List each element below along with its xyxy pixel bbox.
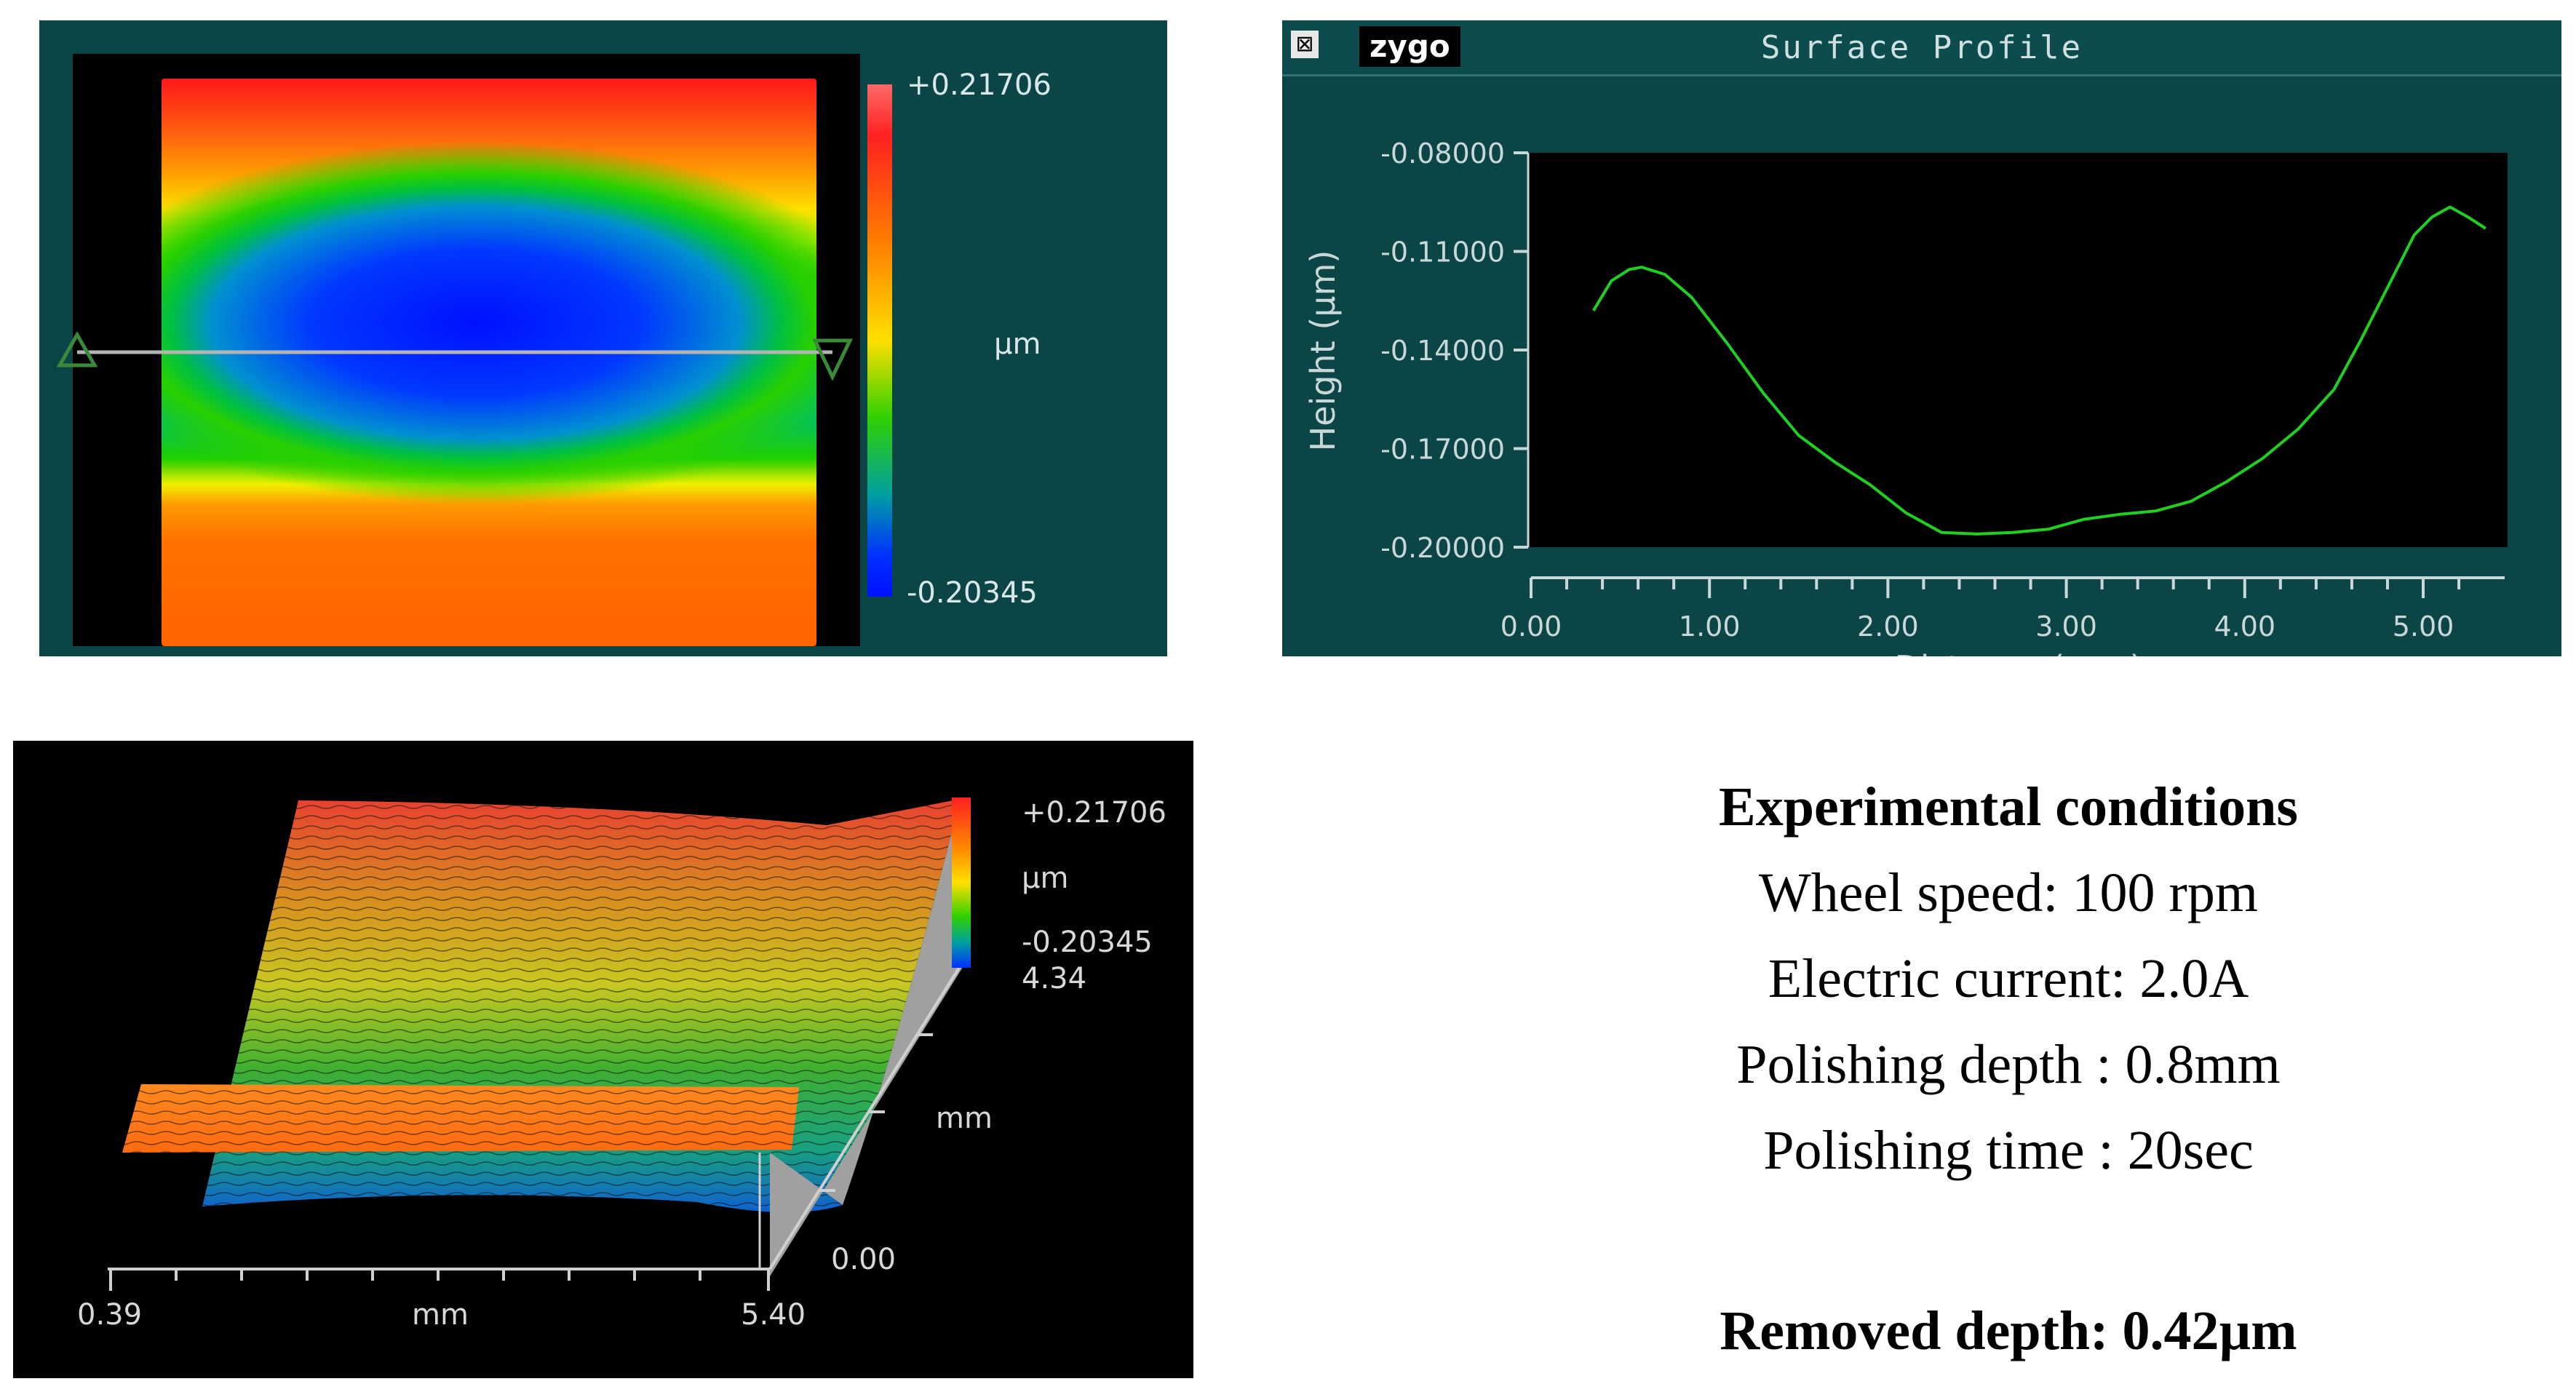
x-tick-label: 1.00	[1679, 611, 1741, 643]
profile-chart: -0.08000 -0.11000 -0.14000 -0.17000 -0.20000…	[1303, 138, 2508, 656]
colorbar-3d	[952, 798, 971, 968]
surface-3d-front-contours	[122, 1084, 799, 1153]
depth-axis-line	[768, 966, 961, 1270]
plot-area	[1528, 153, 2508, 547]
zygo-logo: zygo	[1359, 26, 1460, 67]
profile-start-marker[interactable]	[56, 330, 98, 367]
depth-axis-max-label: 4.34	[1022, 962, 1086, 995]
condition-polishing-time: Polishing time : 20sec	[1763, 1120, 2254, 1181]
surface-3d-plot: +0.21706 µm -0.20345 4.34 mm 0.00 0.39 m…	[77, 796, 1166, 1332]
x-tick-label: 3.00	[2035, 611, 2097, 643]
x-axis-unit-label: mm	[412, 1298, 469, 1332]
surface-map-2d-panel: +0.21706 µm -0.20345	[39, 20, 1167, 656]
x-axis-ticks	[109, 1269, 770, 1291]
colorbar-min-label: -0.20345	[907, 576, 1038, 610]
y-tick-label: -0.08000	[1380, 138, 1505, 170]
surface-map-3d-panel: +0.21706 µm -0.20345 4.34 mm 0.00 0.39 m…	[13, 741, 1193, 1378]
map-background	[73, 54, 860, 646]
condition-polishing-depth: Polishing depth : 0.8mm	[1736, 1034, 2281, 1095]
x-tick-label: 0.00	[1500, 611, 1562, 643]
x-axis-min-label: 0.39	[77, 1298, 142, 1332]
condition-wheel-speed: Wheel speed: 100 rpm	[1759, 862, 2258, 923]
y-axis-title: Height (µm)	[1303, 250, 1343, 452]
depth-axis-unit-label: mm	[936, 1102, 993, 1135]
profile-series-line	[1592, 205, 2486, 536]
surface-3d-side-wall	[770, 799, 968, 1276]
colorbar-max-label: +0.21706	[907, 68, 1052, 102]
conditions-heading: Experimental conditions	[1719, 776, 2298, 838]
x-axis-title: Distance (mm)	[1894, 648, 2142, 656]
profile-end-marker[interactable]	[812, 338, 853, 381]
x-tick-label: 5.00	[2393, 611, 2454, 643]
y-tick-label: -0.17000	[1380, 434, 1505, 466]
colorbar-unit-label: µm	[994, 327, 1041, 361]
condition-electric-current: Electric current: 2.0A	[1768, 948, 2249, 1009]
colorbar-3d-unit-label: µm	[1022, 862, 1068, 895]
close-icon[interactable]: ⊠	[1291, 31, 1319, 58]
colorbar-3d-min-label: -0.20345	[1022, 926, 1153, 959]
y-tick-label: -0.11000	[1380, 236, 1505, 269]
depth-axis-min-label: 0.00	[831, 1243, 896, 1276]
y-tick-label: -0.14000	[1380, 335, 1505, 367]
surface-height-map	[162, 79, 816, 646]
x-tick-label: 4.00	[2214, 611, 2275, 643]
height-colorbar	[867, 84, 892, 597]
colorbar-3d-max-label: +0.21706	[1022, 796, 1166, 830]
experimental-conditions: Experimental conditions Wheel speed: 100…	[1499, 764, 2518, 1374]
window-title: Surface Profile	[1760, 29, 2083, 66]
depth-axis-ticks	[819, 1033, 933, 1192]
x-axis-max-label: 5.40	[741, 1298, 806, 1332]
y-tick-label: -0.20000	[1380, 532, 1505, 564]
profile-line-overlay	[56, 330, 853, 381]
window-titlebar: ⊠ zygo Surface Profile	[1282, 20, 2561, 76]
removed-depth-result: Removed depth: 0.42µm	[1720, 1300, 2297, 1361]
surface-profile-window: ⊠ zygo Surface Profile -0.08000 -0.11000-…	[1282, 20, 2561, 656]
x-tick-label: 2.00	[1857, 611, 1919, 643]
